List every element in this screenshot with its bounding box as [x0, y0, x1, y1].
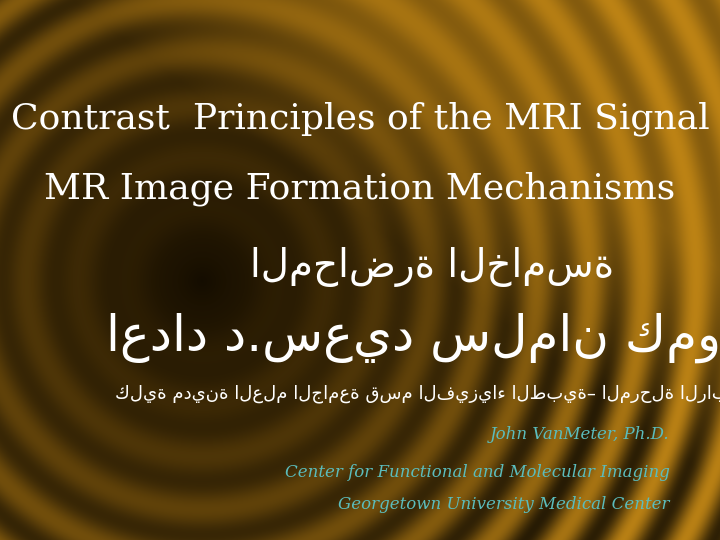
Text: المحاضرة الخامسة: المحاضرة الخامسة: [250, 247, 614, 287]
Text: Georgetown University Medical Center: Georgetown University Medical Center: [338, 496, 670, 514]
Text: John VanMeter, Ph.D.: John VanMeter, Ph.D.: [490, 426, 670, 443]
Text: اعداد د.سعيد سلمان كمون: اعداد د.سعيد سلمان كمون: [106, 312, 720, 363]
Text: MR Image Formation Mechanisms: MR Image Formation Mechanisms: [45, 172, 675, 206]
Text: Contrast  Principles of the MRI Signal: Contrast Principles of the MRI Signal: [11, 102, 709, 136]
Text: كلية مدينة العلم الجامعة قسم الفيزياء الطبية– المرحلة الرابعة: كلية مدينة العلم الجامعة قسم الفيزياء ال…: [115, 385, 720, 403]
Text: Center for Functional and Molecular Imaging: Center for Functional and Molecular Imag…: [284, 464, 670, 481]
